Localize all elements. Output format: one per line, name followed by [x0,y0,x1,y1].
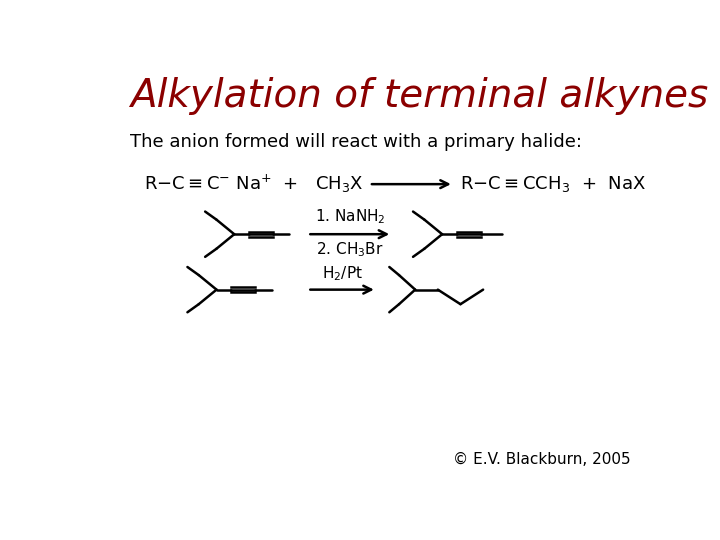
Text: © E.V. Blackburn, 2005: © E.V. Blackburn, 2005 [453,452,631,467]
Text: R$-$C$\equiv$C$^{-}$ Na$^{+}$  +   CH$_{3}$X: R$-$C$\equiv$C$^{-}$ Na$^{+}$ + CH$_{3}$… [144,173,364,195]
Text: Alkylation of terminal alkynes: Alkylation of terminal alkynes [130,77,708,114]
Text: R$-$C$\equiv$CCH$_{3}$  +  NaX: R$-$C$\equiv$CCH$_{3}$ + NaX [460,174,646,194]
Text: 1. NaNH$_2$: 1. NaNH$_2$ [315,208,385,226]
Text: 2. CH$_3$Br: 2. CH$_3$Br [316,240,384,259]
Text: H$_2$/Pt: H$_2$/Pt [322,265,362,284]
Text: The anion formed will react with a primary halide:: The anion formed will react with a prima… [130,133,582,151]
